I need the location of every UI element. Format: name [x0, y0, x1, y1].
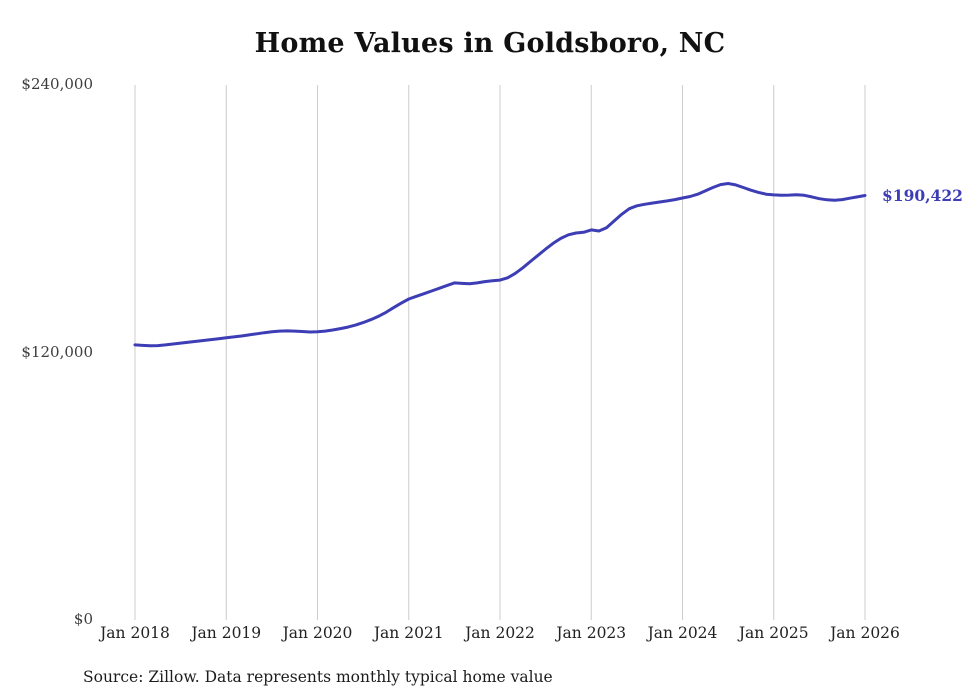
x-axis-tick-label: Jan 2018: [100, 624, 170, 642]
x-axis-tick-label: Jan 2019: [191, 624, 262, 642]
x-axis-tick-label: Jan 2022: [465, 624, 535, 642]
x-axis-tick-label: Jan 2020: [282, 624, 353, 642]
x-axis-tick-label: Jan 2025: [738, 624, 809, 642]
current-value-label: $190,422: [882, 185, 963, 205]
y-axis: $0 $120,000 $240,000: [0, 0, 95, 699]
x-axis: Jan 2018 Jan 2019 Jan 2020 Jan 2021 Jan 2022…: [0, 624, 980, 648]
x-axis-tick-label: Jan 2023: [556, 624, 627, 642]
source-note: Source: Zillow. Data represents monthly …: [83, 668, 553, 686]
home-value-line: [133, 182, 867, 348]
x-axis-tick-label: Jan 2021: [373, 624, 444, 642]
x-axis-tick-label: Jan 2024: [647, 624, 718, 642]
y-axis-tick-label: $120,000: [21, 342, 93, 361]
chart-title: Home Values in Goldsboro, NC: [254, 28, 726, 59]
x-axis-tick-label: Jan 2026: [830, 624, 900, 642]
y-axis-tick-label: $0: [73, 610, 93, 628]
y-axis-tick-label: $240,000: [21, 75, 93, 93]
